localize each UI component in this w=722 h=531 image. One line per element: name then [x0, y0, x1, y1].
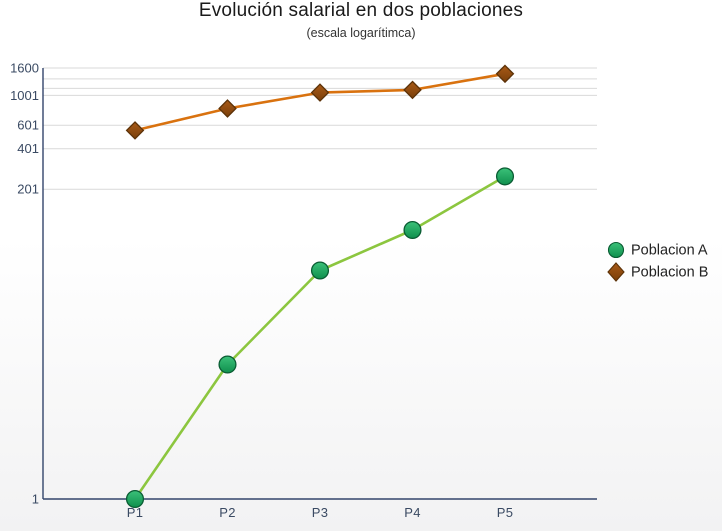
- svg-text:Poblacion A: Poblacion A: [631, 243, 708, 259]
- svg-text:1001: 1001: [10, 88, 39, 103]
- svg-text:401: 401: [17, 141, 39, 156]
- svg-text:Poblacion B: Poblacion B: [631, 265, 708, 281]
- svg-text:P3: P3: [312, 505, 329, 520]
- svg-text:1600: 1600: [10, 61, 39, 76]
- svg-text:201: 201: [17, 182, 39, 197]
- svg-text:P5: P5: [497, 505, 514, 520]
- svg-text:P4: P4: [404, 505, 421, 520]
- svg-text:1: 1: [32, 491, 39, 506]
- svg-text:P2: P2: [219, 505, 236, 520]
- svg-text:601: 601: [17, 118, 39, 133]
